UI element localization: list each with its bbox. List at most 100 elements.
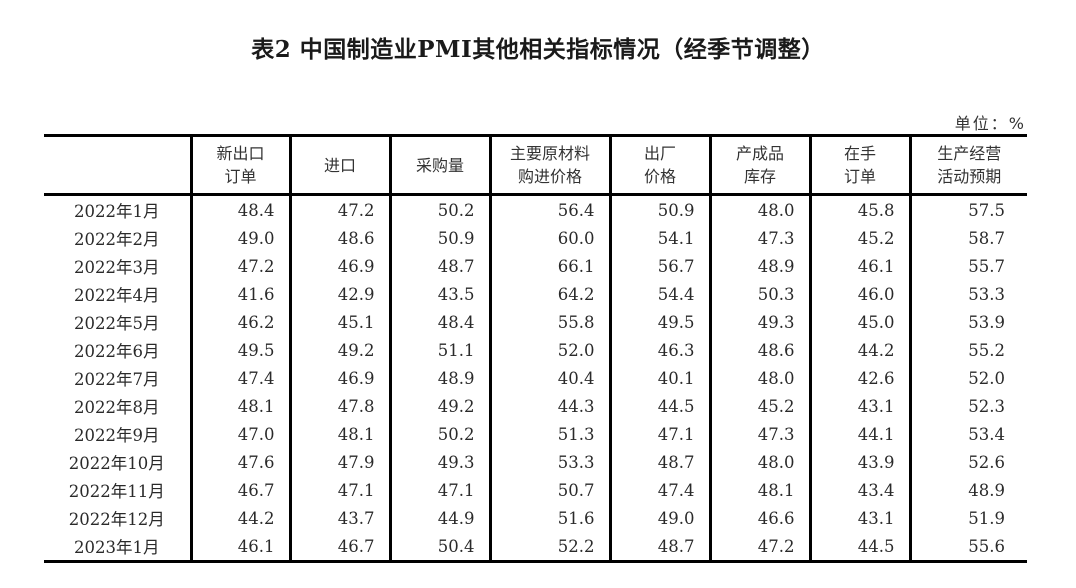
row-month-cell: 2022年2月 — [74, 230, 160, 249]
value-cell: 57.5 — [908, 194, 1027, 224]
table-header: 新出口 订单 进口 采购量 主要原材料 购进价格 出厂 价格 产成品 库存 — [44, 135, 1027, 196]
value-cell: 40.4 — [488, 364, 610, 392]
column-header-new-export-orders: 新出口 订单 — [189, 135, 290, 196]
value-cell: 49.0 — [608, 504, 710, 532]
value-cell: 43.1 — [808, 504, 910, 532]
value-cell: 47.6 — [189, 448, 290, 476]
value-cell: 47.2 — [189, 252, 290, 280]
value-cell: 53.9 — [908, 308, 1027, 336]
value-cell: 50.9 — [388, 224, 490, 252]
value-cell: 51.6 — [488, 504, 610, 532]
value-cell: 46.6 — [708, 504, 810, 532]
value-cell: 43.7 — [288, 504, 390, 532]
value-cell: 47.4 — [189, 364, 290, 392]
value-cell: 48.0 — [708, 194, 810, 224]
value-cell: 66.1 — [488, 252, 610, 280]
table-body: 2022年1月 48.4 47.2 50.2 56.4 50.9 48.0 45.8 57.5 2… — [44, 194, 1027, 562]
table-row: 2022年6月 49.5 49.2 51.1 52.0 46.3 48.6 44.2 55.2 — [44, 336, 1027, 364]
row-month-cell: 2022年5月 — [74, 314, 160, 333]
value-cell: 40.1 — [608, 364, 710, 392]
column-header-raw-material-purchase-price: 主要原材料 购进价格 — [488, 135, 610, 196]
value-cell: 52.3 — [908, 392, 1027, 420]
value-cell: 58.7 — [908, 224, 1027, 252]
value-cell: 50.4 — [388, 532, 490, 562]
value-cell: 50.7 — [488, 476, 610, 504]
column-header-finished-goods-inventory: 产成品 库存 — [708, 135, 810, 196]
value-cell: 46.7 — [189, 476, 290, 504]
value-cell: 43.1 — [808, 392, 910, 420]
value-cell: 47.0 — [189, 420, 290, 448]
value-cell: 60.0 — [488, 224, 610, 252]
table-row: 2022年4月 41.6 42.9 43.5 64.2 54.4 50.3 46.0 53.3 — [44, 280, 1027, 308]
value-cell: 49.2 — [288, 336, 390, 364]
value-cell: 46.3 — [608, 336, 710, 364]
value-cell: 48.9 — [908, 476, 1027, 504]
value-cell: 44.2 — [808, 336, 910, 364]
value-cell: 56.4 — [488, 194, 610, 224]
row-month-cell: 2023年1月 — [74, 538, 160, 557]
value-cell: 49.0 — [189, 224, 290, 252]
table-row: 2022年1月 48.4 47.2 50.2 56.4 50.9 48.0 45.8 57.5 — [44, 194, 1027, 224]
value-cell: 52.6 — [908, 448, 1027, 476]
row-month-cell: 2022年3月 — [74, 258, 160, 277]
pmi-indicators-table: 新出口 订单 进口 采购量 主要原材料 购进价格 出厂 价格 产成品 库存 — [44, 134, 1027, 563]
value-cell: 46.9 — [288, 252, 390, 280]
value-cell: 42.9 — [288, 280, 390, 308]
table-row: 2022年12月 44.2 43.7 44.9 51.6 49.0 46.6 43.1 51.9 — [44, 504, 1027, 532]
value-cell: 55.2 — [908, 336, 1027, 364]
value-cell: 46.2 — [189, 308, 290, 336]
value-cell: 48.9 — [388, 364, 490, 392]
value-cell: 46.9 — [288, 364, 390, 392]
value-cell: 47.1 — [288, 476, 390, 504]
row-month-cell: 2022年4月 — [74, 286, 160, 305]
value-cell: 47.8 — [288, 392, 390, 420]
column-header-purchase-quantity: 采购量 — [388, 135, 490, 196]
value-cell: 44.5 — [608, 392, 710, 420]
value-cell: 53.3 — [908, 280, 1027, 308]
value-cell: 50.9 — [608, 194, 710, 224]
value-cell: 42.6 — [808, 364, 910, 392]
value-cell: 43.9 — [808, 448, 910, 476]
value-cell: 43.4 — [808, 476, 910, 504]
value-cell: 41.6 — [189, 280, 290, 308]
value-cell: 46.1 — [189, 532, 290, 562]
value-cell: 52.2 — [488, 532, 610, 562]
value-cell: 47.9 — [288, 448, 390, 476]
value-cell: 47.1 — [388, 476, 490, 504]
column-header-business-expectations: 生产经营 活动预期 — [908, 135, 1027, 196]
value-cell: 55.6 — [908, 532, 1027, 562]
value-cell: 44.3 — [488, 392, 610, 420]
value-cell: 48.4 — [388, 308, 490, 336]
value-cell: 49.2 — [388, 392, 490, 420]
table-title: 表2 中国制造业PMI其他相关指标情况（经季节调整） — [251, 36, 825, 63]
value-cell: 47.2 — [708, 532, 810, 562]
value-cell: 45.0 — [808, 308, 910, 336]
column-header-imports: 进口 — [288, 135, 390, 196]
value-cell: 52.0 — [488, 336, 610, 364]
table-row: 2023年1月 46.1 46.7 50.4 52.2 48.7 47.2 44.5 55.6 — [44, 532, 1027, 562]
table-row: 2022年8月 48.1 47.8 49.2 44.3 44.5 45.2 43.1 52.3 — [44, 392, 1027, 420]
value-cell: 48.6 — [288, 224, 390, 252]
value-cell: 48.1 — [189, 392, 290, 420]
value-cell: 45.2 — [708, 392, 810, 420]
value-cell: 49.5 — [608, 308, 710, 336]
table-row: 2022年3月 47.2 46.9 48.7 66.1 56.7 48.9 46.1 55.7 — [44, 252, 1027, 280]
value-cell: 48.7 — [608, 532, 710, 562]
value-cell: 49.5 — [189, 336, 290, 364]
row-month-cell: 2022年11月 — [68, 482, 165, 501]
value-cell: 48.0 — [708, 364, 810, 392]
value-cell: 47.4 — [608, 476, 710, 504]
value-cell: 45.1 — [288, 308, 390, 336]
value-cell: 45.8 — [808, 194, 910, 224]
table-row: 2022年7月 47.4 46.9 48.9 40.4 40.1 48.0 42.6 52.0 — [44, 364, 1027, 392]
value-cell: 51.3 — [488, 420, 610, 448]
value-cell: 54.1 — [608, 224, 710, 252]
value-cell: 43.5 — [388, 280, 490, 308]
row-month-cell: 2022年1月 — [74, 202, 160, 221]
value-cell: 50.2 — [388, 194, 490, 224]
value-cell: 48.0 — [708, 448, 810, 476]
row-month-cell: 2022年6月 — [74, 342, 160, 361]
value-cell: 48.7 — [608, 448, 710, 476]
value-cell: 47.3 — [708, 420, 810, 448]
value-cell: 44.5 — [808, 532, 910, 562]
